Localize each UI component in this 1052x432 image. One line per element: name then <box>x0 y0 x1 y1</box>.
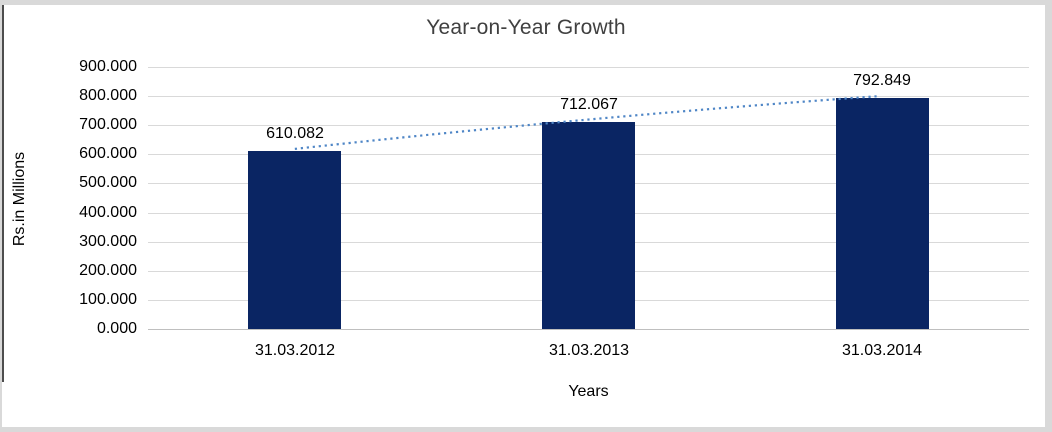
frame-edge-top <box>0 0 1052 5</box>
gridline <box>148 329 1029 330</box>
y-tick-label: 600.000 <box>79 145 137 162</box>
x-category-label: 31.03.2012 <box>254 342 336 359</box>
y-tick-label: 200.000 <box>79 262 137 279</box>
y-tick-label: 400.000 <box>79 204 137 221</box>
data-label: 610.082 <box>266 125 324 142</box>
x-axis-title: Years <box>568 383 609 400</box>
y-tick-label: 0.000 <box>96 320 137 337</box>
y-tick-label: 300.000 <box>79 233 137 250</box>
x-category-label: 31.03.2013 <box>548 342 630 359</box>
x-category-label: 31.03.2014 <box>841 342 923 359</box>
gridline <box>148 67 1029 68</box>
frame-edge-right <box>1045 0 1052 432</box>
left-border-line <box>2 5 4 382</box>
bar-31.03.2013 <box>542 122 635 329</box>
y-axis-title: Rs.in Millions <box>11 151 28 247</box>
y-tick-label: 700.000 <box>79 116 137 133</box>
chart-title: Year-on-Year Growth <box>426 16 626 39</box>
y-tick-label: 800.000 <box>79 87 137 104</box>
data-label: 712.067 <box>560 96 618 113</box>
data-label: 792.849 <box>853 72 911 89</box>
bar-31.03.2014 <box>836 98 929 329</box>
frame-edge-left <box>0 0 2 432</box>
y-tick-label: 500.000 <box>79 174 137 191</box>
frame-edge-bottom <box>0 427 1052 432</box>
y-tick-label: 900.000 <box>79 58 137 75</box>
bar-31.03.2012 <box>248 151 341 329</box>
y-tick-label: 100.000 <box>79 291 137 308</box>
